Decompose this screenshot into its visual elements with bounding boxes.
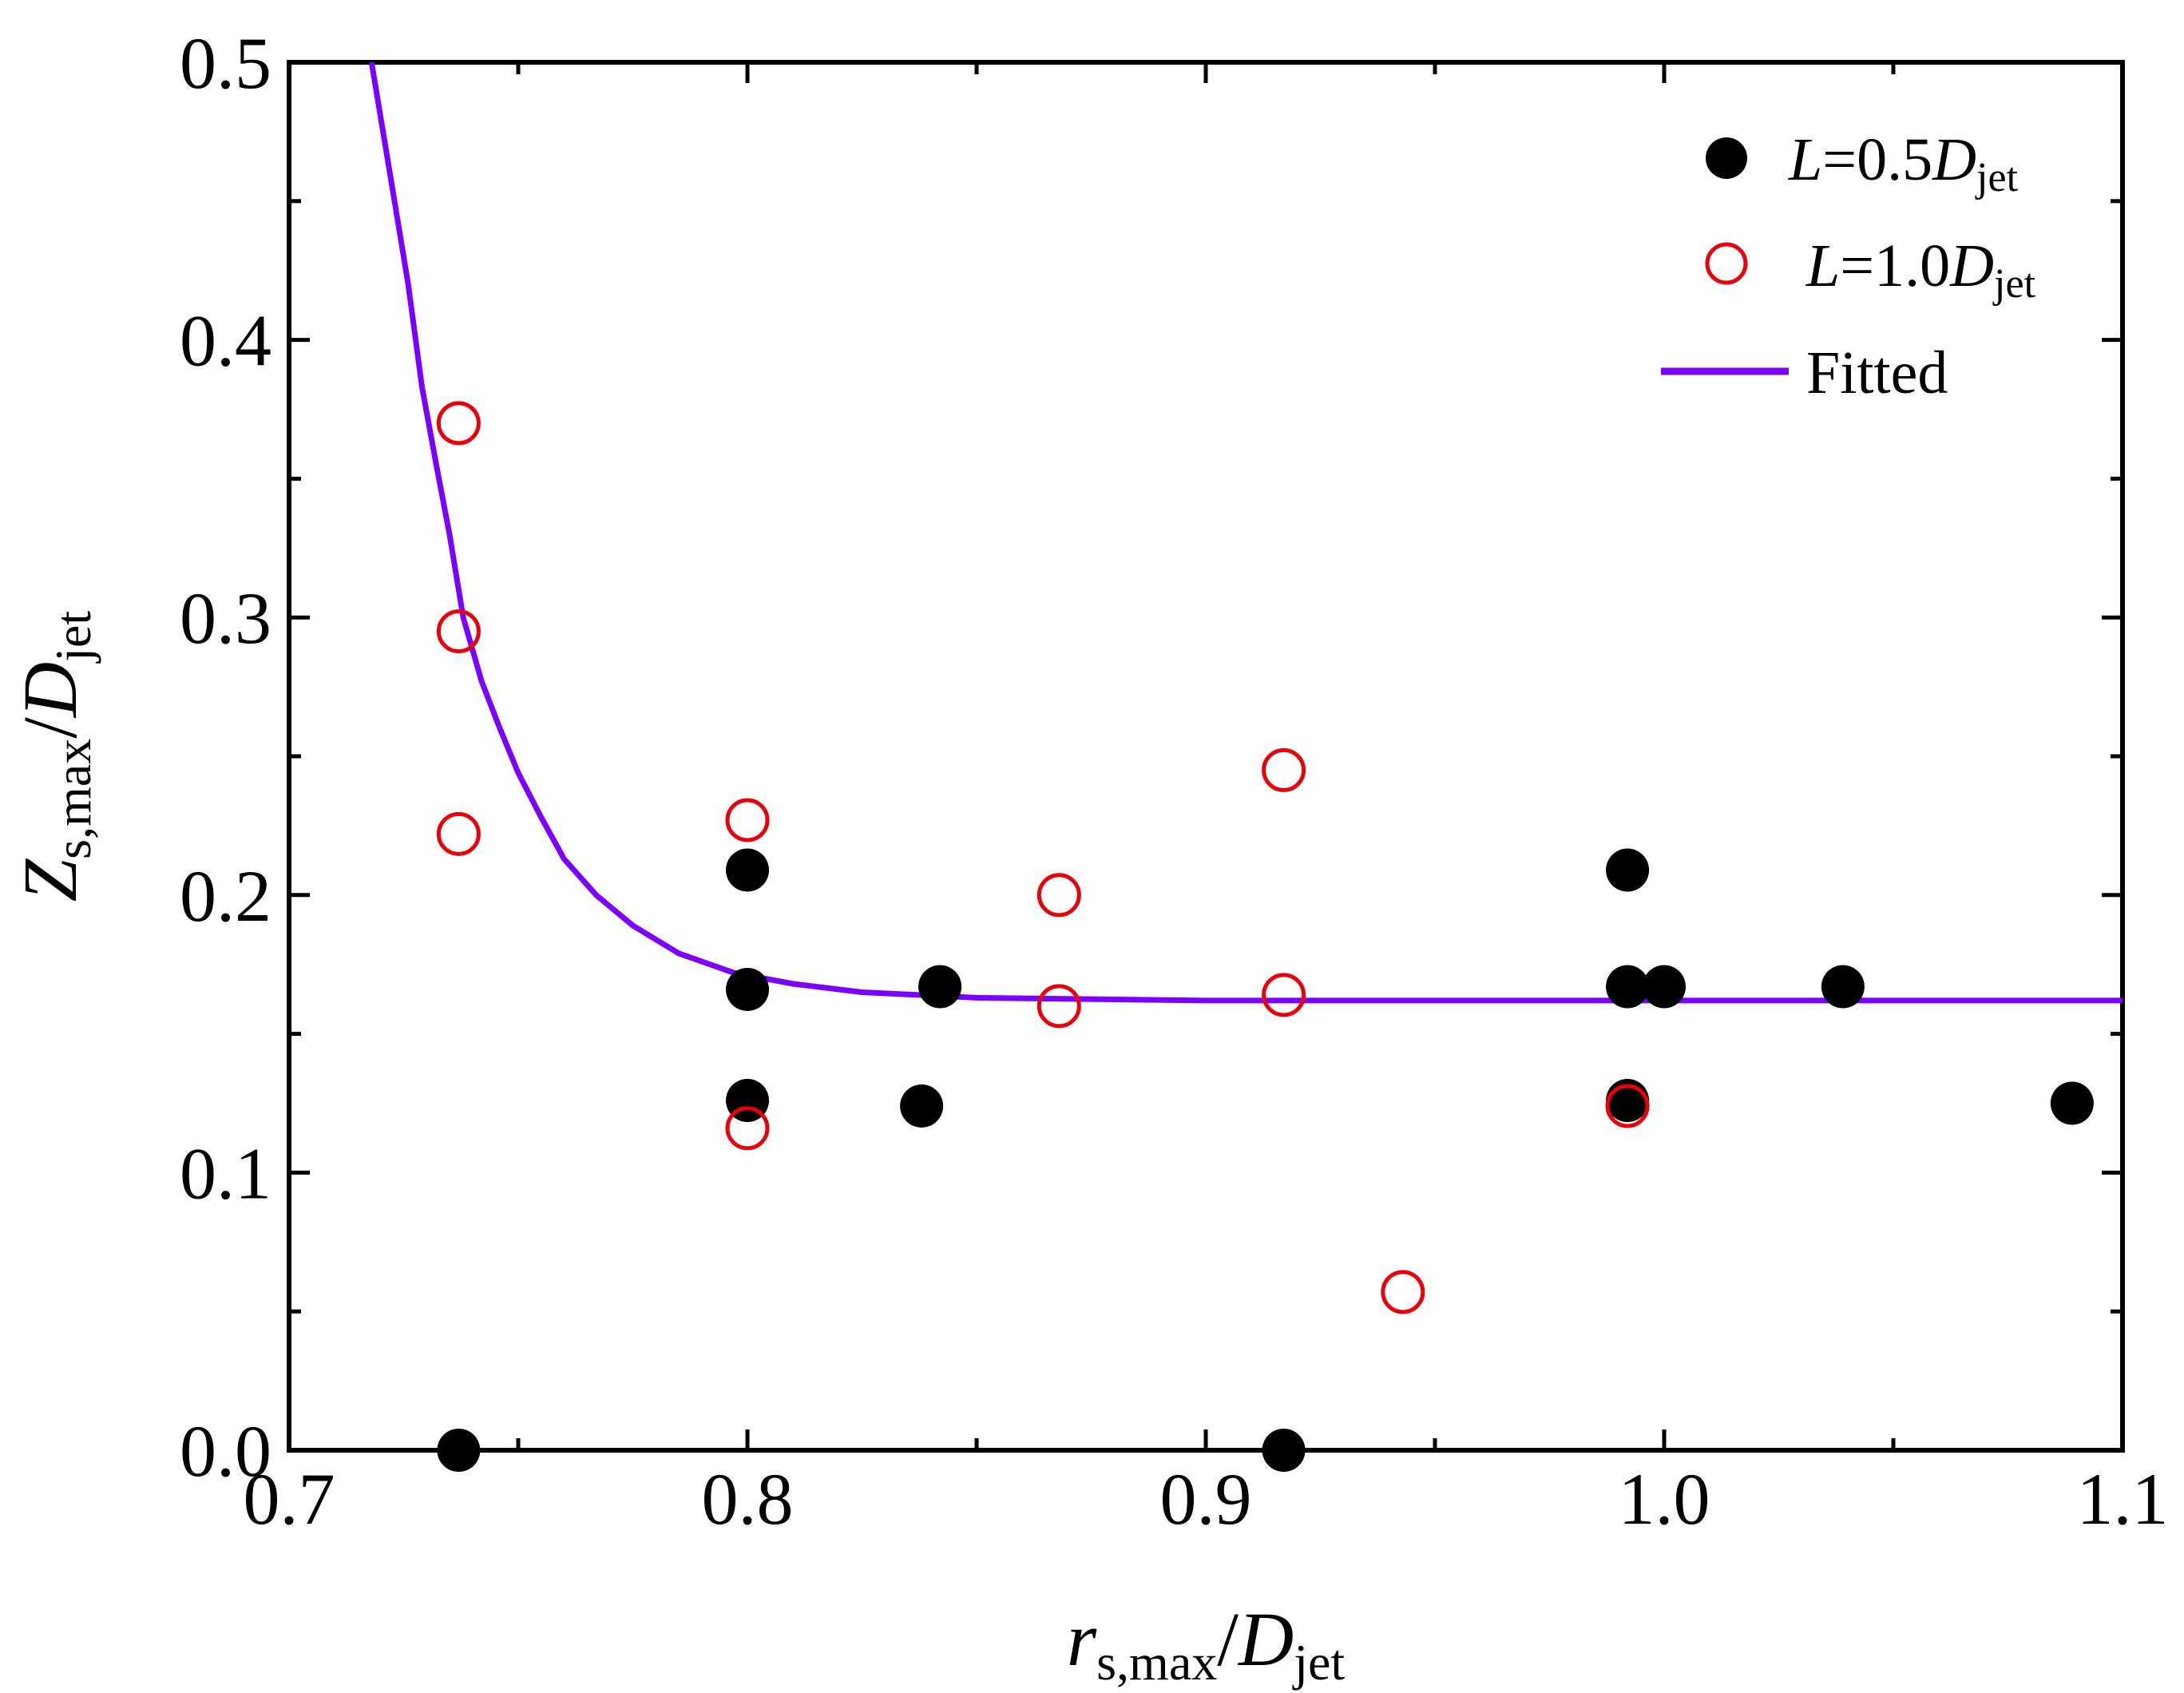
point-l05 — [900, 1084, 944, 1128]
legend-label-l10: L=1.0Djet — [1805, 232, 2036, 307]
point-l05 — [726, 848, 769, 892]
point-l10 — [1262, 973, 1306, 1017]
point-l05 — [1606, 848, 1650, 892]
y-tick-label: 0.3 — [180, 577, 272, 659]
y-axis-title: Zs,max/Djet — [7, 611, 101, 902]
point-l10 — [1262, 747, 1306, 792]
point-l05 — [437, 1429, 481, 1472]
point-l10 — [1037, 873, 1081, 918]
legend-marker-open — [1705, 242, 1748, 285]
x-tick-label: 0.7 — [244, 1458, 335, 1540]
point-l05 — [1643, 965, 1686, 1009]
point-l05 — [918, 965, 962, 1009]
legend-label-fitted: Fitted — [1806, 339, 1948, 406]
point-l10 — [436, 811, 481, 856]
x-tick-label: 1.1 — [2077, 1458, 2169, 1540]
x-tick-label: 0.9 — [1160, 1458, 1252, 1540]
x-tick-label: 1.0 — [1619, 1458, 1710, 1540]
x-tick-label: 0.8 — [702, 1458, 794, 1540]
point-l10 — [1037, 984, 1081, 1029]
point-l10 — [1605, 1084, 1650, 1128]
point-l05 — [1821, 965, 1865, 1009]
y-tick-label: 0.2 — [180, 855, 272, 937]
x-axis-title: rs,max/Djet — [1067, 1596, 1346, 1691]
legend-label-l05: L=0.5Djet — [1788, 126, 2019, 200]
point-l05 — [726, 967, 769, 1011]
y-tick-label: 0.0 — [180, 1410, 272, 1492]
point-l10 — [436, 609, 481, 654]
point-l05 — [1262, 1429, 1306, 1472]
y-tick-label: 0.4 — [180, 300, 272, 382]
point-l05 — [2050, 1081, 2094, 1125]
point-l10 — [725, 1106, 770, 1151]
point-l10 — [436, 401, 481, 446]
legend-marker-filled — [1706, 137, 1747, 179]
legend: L=0.5Djet L=1.0Djet Fitted — [1661, 126, 2036, 406]
y-tick-label: 0.1 — [180, 1132, 272, 1214]
point-l10 — [1381, 1270, 1425, 1314]
point-l05 — [1606, 965, 1650, 1009]
fitted-curve — [368, 62, 2123, 1004]
y-tick-label: 0.5 — [180, 22, 272, 104]
point-l10 — [725, 798, 770, 843]
